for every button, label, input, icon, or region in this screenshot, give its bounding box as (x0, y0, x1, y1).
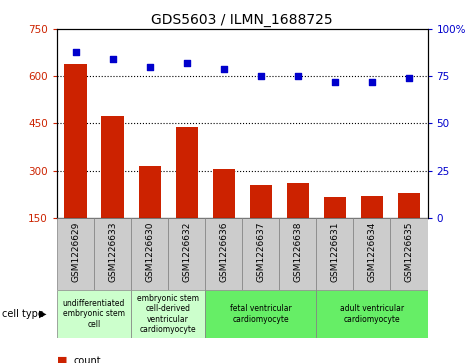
Bar (176, 127, 198, 265)
Text: ■: ■ (57, 356, 67, 363)
Bar (316, 290, 428, 338)
Bar (65, 64, 86, 265)
Point (220, 66, 228, 72)
Text: GSM1226634: GSM1226634 (368, 221, 376, 282)
Text: ▶: ▶ (39, 309, 47, 319)
Text: adult ventricular
cardiomyocyte: adult ventricular cardiomyocyte (340, 304, 404, 324)
Bar (279, 218, 316, 290)
Bar (131, 290, 205, 338)
Bar (390, 218, 428, 290)
Text: count: count (74, 356, 101, 363)
Bar (102, 115, 124, 265)
Bar (168, 218, 205, 290)
Text: embryonic stem
cell-derived
ventricular
cardiomyocyte: embryonic stem cell-derived ventricular … (137, 294, 199, 334)
Point (146, 64, 153, 70)
Text: GSM1226631: GSM1226631 (331, 221, 339, 282)
Bar (57, 218, 94, 290)
Bar (361, 196, 383, 265)
Point (183, 60, 190, 66)
Bar (242, 218, 279, 290)
Bar (57, 290, 131, 338)
Bar (131, 218, 168, 290)
Text: fetal ventricular
cardiomyocyte: fetal ventricular cardiomyocyte (230, 304, 292, 324)
Text: undifferentiated
embryonic stem
cell: undifferentiated embryonic stem cell (63, 299, 125, 329)
Point (294, 73, 302, 79)
Point (109, 56, 116, 62)
Bar (353, 218, 390, 290)
Text: GSM1226632: GSM1226632 (182, 221, 191, 282)
Bar (213, 169, 235, 265)
Text: cell type: cell type (2, 309, 44, 319)
Text: GSM1226633: GSM1226633 (108, 221, 117, 282)
Text: GSM1226636: GSM1226636 (219, 221, 228, 282)
Bar (316, 218, 353, 290)
Text: GSM1226638: GSM1226638 (294, 221, 302, 282)
Bar (139, 166, 161, 265)
Point (257, 73, 265, 79)
Point (72, 49, 79, 54)
Bar (398, 193, 420, 265)
Bar (205, 218, 242, 290)
Text: GSM1226629: GSM1226629 (71, 221, 80, 282)
Bar (287, 183, 309, 265)
Bar (250, 185, 272, 265)
Point (368, 79, 376, 85)
Title: GDS5603 / ILMN_1688725: GDS5603 / ILMN_1688725 (152, 13, 333, 26)
Point (331, 79, 339, 85)
Bar (94, 218, 131, 290)
Text: GSM1226637: GSM1226637 (256, 221, 265, 282)
Bar (205, 290, 316, 338)
Point (405, 75, 413, 81)
Text: GSM1226635: GSM1226635 (405, 221, 413, 282)
Bar (324, 197, 346, 265)
Text: GSM1226630: GSM1226630 (145, 221, 154, 282)
